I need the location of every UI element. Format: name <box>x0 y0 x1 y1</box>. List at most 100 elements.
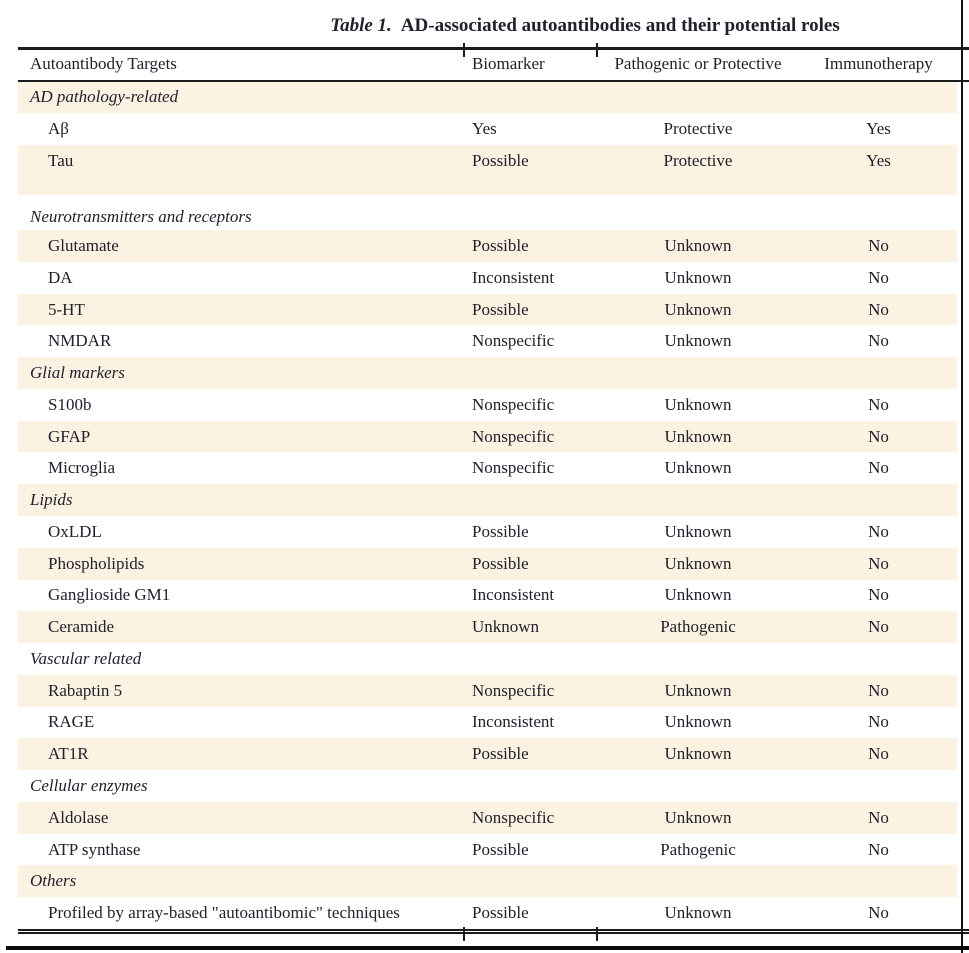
cell-pathogenic-or-protective: Unknown <box>664 744 732 764</box>
cell-biomarker: Possible <box>472 903 529 923</box>
table-row: Profiled by array-based "autoantibomic" … <box>18 897 957 929</box>
cell-immunotherapy: No <box>868 299 889 319</box>
table-section-row: AD pathology-related <box>18 81 957 114</box>
cell-biomarker: Nonspecific <box>472 331 555 351</box>
cell-pathogenic-or-protective: Unknown <box>664 680 732 700</box>
cell-autoantibody-target: Phospholipids <box>48 553 145 573</box>
cell-autoantibody-target: Glutamate <box>48 236 119 255</box>
header-rule <box>18 80 969 82</box>
cell-autoantibody-target: GFAP <box>48 426 91 446</box>
cell-biomarker: Nonspecific <box>472 426 555 446</box>
cell-immunotherapy: No <box>868 680 889 700</box>
table-section-row: Lipids <box>18 484 957 517</box>
column-tick-bottom-left <box>463 927 465 941</box>
column-tick-top-left <box>463 43 465 57</box>
cell-immunotherapy: No <box>868 331 889 351</box>
cell-biomarker: Possible <box>472 839 529 859</box>
cell-biomarker: Possible <box>472 553 529 573</box>
cell-immunotherapy: No <box>868 744 889 764</box>
cell-immunotherapy: No <box>868 585 889 605</box>
column-header-biomarker: Biomarker <box>472 54 545 73</box>
cell-pathogenic-or-protective: Unknown <box>664 426 732 446</box>
cell-pathogenic-or-protective: Unknown <box>664 458 732 478</box>
table-row: NMDAR Nonspecific Unknown No <box>18 325 957 358</box>
cell-autoantibody-target: ATP synthase <box>48 839 141 859</box>
cell-autoantibody-target: Others <box>30 871 77 891</box>
cell-autoantibody-target: Glial markers <box>30 363 125 383</box>
table-row: S100b Nonspecific Unknown No <box>18 388 957 421</box>
cell-biomarker: Possible <box>472 236 529 255</box>
table-section-row: Cellular enzymes <box>18 770 957 802</box>
page-frame-bottom-rule <box>6 945 969 951</box>
cell-pathogenic-or-protective: Pathogenic <box>660 839 736 859</box>
column-header-autoantibody-targets: Autoantibody Targets <box>30 54 177 73</box>
cell-autoantibody-target: Vascular related <box>30 648 142 668</box>
cell-autoantibody-target: Aldolase <box>48 807 109 827</box>
table-row: Tau Possible Protective Yes <box>18 145 957 196</box>
cell-autoantibody-target: Neurotransmitters and receptors <box>30 206 252 226</box>
cell-biomarker: Possible <box>472 521 529 541</box>
table-section-row: Vascular related <box>18 643 957 675</box>
table-row: Microglia Nonspecific Unknown No <box>18 452 957 485</box>
page-frame-right-rule <box>960 0 964 953</box>
table-section-row: Glial markers <box>18 357 957 389</box>
column-tick-bottom-right <box>596 927 598 941</box>
cell-immunotherapy: No <box>868 617 889 637</box>
cell-biomarker: Possible <box>472 151 529 171</box>
cell-immunotherapy: No <box>868 839 889 859</box>
cell-autoantibody-target: Aβ <box>48 119 69 139</box>
column-tick-top-right <box>596 43 598 57</box>
cell-biomarker: Possible <box>472 744 529 764</box>
cell-biomarker: Nonspecific <box>472 807 555 827</box>
cell-pathogenic-or-protective: Unknown <box>664 585 732 605</box>
cell-pathogenic-or-protective: Unknown <box>664 267 732 287</box>
table-row: Aβ Yes Protective Yes <box>18 113 957 146</box>
cell-immunotherapy: No <box>868 394 889 414</box>
table-row: AT1R Possible Unknown No <box>18 738 957 771</box>
cell-immunotherapy: Yes <box>866 151 891 171</box>
cell-autoantibody-target: RAGE <box>48 712 95 732</box>
table-row: Phospholipids Possible Unknown No <box>18 547 957 580</box>
cell-immunotherapy: No <box>868 426 889 446</box>
table-row: 5-HT Possible Unknown No <box>18 293 957 326</box>
cell-immunotherapy: No <box>868 712 889 732</box>
cell-pathogenic-or-protective: Unknown <box>664 553 732 573</box>
cell-biomarker: Inconsistent <box>472 712 555 732</box>
table-section-row: Others <box>18 865 957 898</box>
cell-biomarker: Inconsistent <box>472 585 555 605</box>
cell-pathogenic-or-protective: Protective <box>663 151 733 171</box>
bottom-rule-thick <box>18 931 969 935</box>
cell-biomarker: Nonspecific <box>472 458 555 478</box>
cell-autoantibody-target: S100b <box>48 394 92 414</box>
cell-immunotherapy: Yes <box>866 119 891 139</box>
column-header-pathogenic-or-protective: Pathogenic or Protective <box>614 54 782 73</box>
top-rule <box>18 47 969 51</box>
table-row: Rabaptin 5 Nonspecific Unknown No <box>18 674 957 707</box>
cell-biomarker: Nonspecific <box>472 394 555 414</box>
cell-pathogenic-or-protective: Unknown <box>664 299 732 319</box>
cell-autoantibody-target: NMDAR <box>48 331 112 351</box>
cell-autoantibody-target: Rabaptin 5 <box>48 680 123 700</box>
table-number: Table 1. <box>330 15 392 36</box>
cell-autoantibody-target: DA <box>48 267 73 287</box>
cell-biomarker: Unknown <box>472 617 540 637</box>
cell-pathogenic-or-protective: Unknown <box>664 331 732 351</box>
cell-pathogenic-or-protective: Unknown <box>664 521 732 541</box>
cell-autoantibody-target: OxLDL <box>48 521 102 541</box>
cell-immunotherapy: No <box>868 267 889 287</box>
cell-immunotherapy: No <box>868 903 889 923</box>
cell-pathogenic-or-protective: Pathogenic <box>660 617 736 637</box>
cell-autoantibody-target: Cellular enzymes <box>30 776 148 796</box>
cell-autoantibody-target: Ganglioside GM1 <box>48 585 171 605</box>
table-row: RAGE Inconsistent Unknown No <box>18 706 957 739</box>
column-header-immunotherapy: Immunotherapy <box>824 54 933 73</box>
table-row: GFAP Nonspecific Unknown No <box>18 420 957 453</box>
cell-pathogenic-or-protective: Unknown <box>664 394 732 414</box>
table-row: DA Inconsistent Unknown No <box>18 261 957 294</box>
cell-biomarker: Nonspecific <box>472 680 555 700</box>
cell-biomarker: Possible <box>472 299 529 319</box>
table-row: OxLDL Possible Unknown No <box>18 516 957 548</box>
cell-immunotherapy: No <box>868 236 889 255</box>
table-row: Glutamate Possible Unknown No <box>18 230 957 262</box>
